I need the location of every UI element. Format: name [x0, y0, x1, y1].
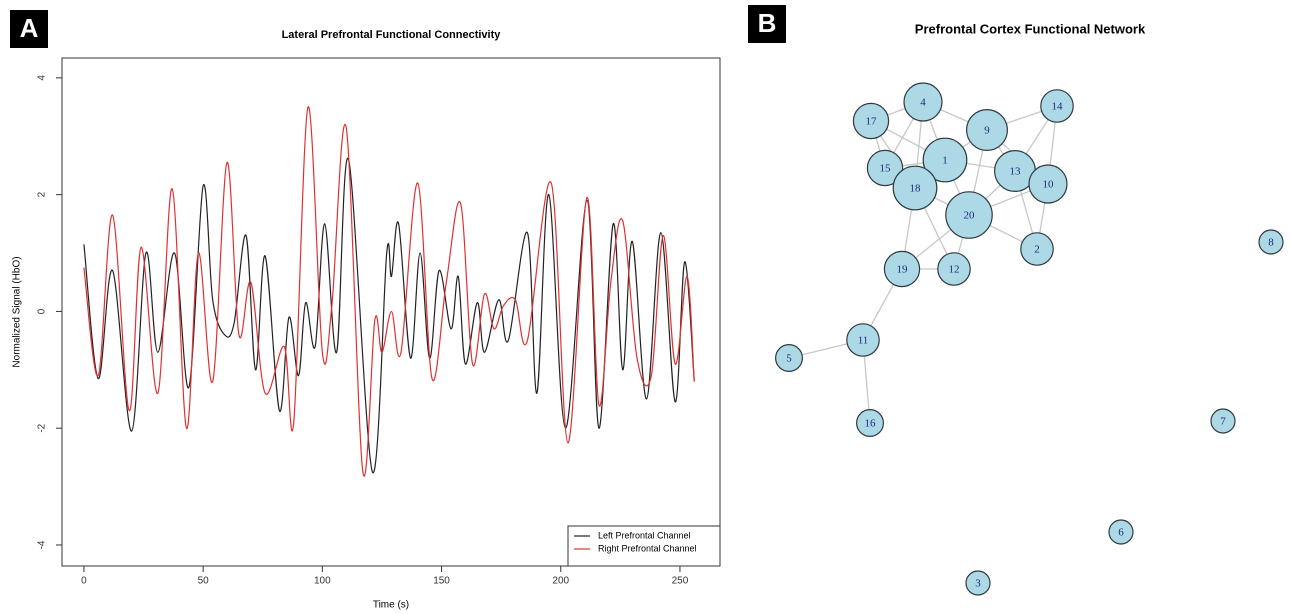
- node-label: 1: [942, 155, 948, 167]
- y-tick-label: 4: [37, 75, 48, 81]
- x-tick-label: 200: [552, 576, 569, 587]
- panel-label: B: [758, 8, 777, 38]
- node: [866, 149, 904, 187]
- node: [774, 344, 803, 373]
- node-label: 11: [858, 335, 869, 347]
- plot-frame: [61, 57, 721, 567]
- node-label: 3: [975, 578, 981, 590]
- legend-label: Left Prefrontal Channel: [598, 530, 691, 540]
- node: [965, 570, 991, 596]
- node-label: 4: [920, 97, 926, 109]
- legend-label: Right Prefrontal Channel: [598, 543, 697, 553]
- node-label: 6: [1118, 527, 1124, 539]
- y-tick-label: -2: [37, 423, 48, 432]
- node-label: 18: [910, 183, 922, 195]
- node: [1210, 408, 1236, 434]
- node: [855, 409, 884, 438]
- node: [1020, 232, 1054, 266]
- node-label: 10: [1043, 179, 1055, 191]
- node-label: 12: [949, 264, 960, 276]
- panel-label-box: [10, 10, 48, 48]
- node: [883, 250, 921, 288]
- node: [846, 323, 880, 357]
- x-tick-label: 50: [198, 576, 210, 587]
- series-line: [83, 106, 695, 477]
- node: [892, 165, 938, 211]
- panel-label-box: [748, 5, 786, 43]
- x-tick-label: 0: [81, 576, 87, 587]
- node-label: 2: [1034, 244, 1040, 256]
- x-tick-label: 150: [433, 576, 450, 587]
- node: [1028, 164, 1068, 204]
- node: [1258, 229, 1284, 255]
- node: [945, 191, 993, 239]
- panel-label: A: [20, 13, 39, 43]
- plot-area: [83, 106, 695, 477]
- chart-title: Lateral Prefrontal Functional Connectivi…: [282, 29, 502, 41]
- node: [937, 252, 971, 286]
- node: [922, 137, 968, 183]
- node: [965, 108, 1008, 151]
- x-axis-title: Time (s): [373, 600, 409, 611]
- y-tick-label: 2: [37, 191, 48, 197]
- node-label: 7: [1220, 416, 1226, 428]
- y-axis-title: Normalized Signal (HbO): [12, 256, 23, 367]
- node: [903, 82, 943, 122]
- node: [852, 102, 890, 140]
- node: [1108, 519, 1134, 545]
- node-label: 8: [1268, 237, 1274, 249]
- y-tick-label: 0: [37, 308, 48, 314]
- node-label: 9: [984, 125, 990, 137]
- node-label: 16: [865, 418, 877, 430]
- node-label: 15: [880, 163, 892, 175]
- y-tick-label: -4: [37, 540, 48, 549]
- node-label: 5: [786, 353, 792, 365]
- legend-box: [567, 525, 721, 567]
- node-label: 19: [897, 264, 909, 276]
- x-tick-label: 100: [314, 576, 331, 587]
- series-line: [83, 157, 695, 474]
- node-label: 14: [1052, 101, 1064, 113]
- x-tick-label: 250: [672, 576, 689, 587]
- node: [1040, 89, 1074, 123]
- node-label: 17: [866, 116, 878, 128]
- node-label: 13: [1010, 166, 1022, 178]
- chart-title: Prefrontal Cortex Functional Network: [915, 21, 1146, 36]
- node-label: 20: [964, 210, 976, 222]
